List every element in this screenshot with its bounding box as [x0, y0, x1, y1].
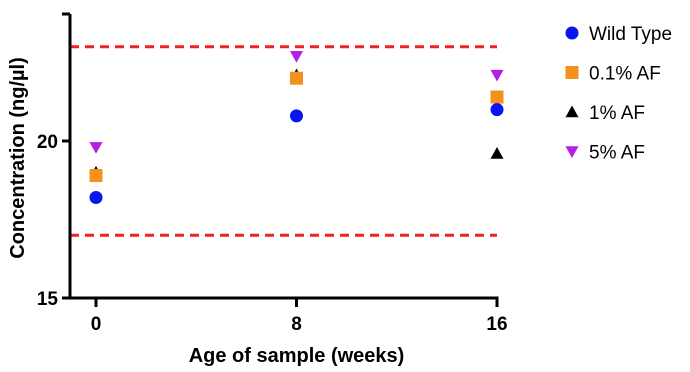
- point-circle-x16: [490, 103, 504, 117]
- legend-label: 5% AF: [589, 143, 645, 164]
- legend: Wild Type 0.1% AF 1% AF 5% AF: [565, 24, 672, 164]
- legend-marker-circle: [565, 26, 579, 40]
- axes: 15 20 0 8 16: [37, 12, 508, 335]
- point-circle-x8: [290, 109, 303, 123]
- legend-label: 1% AF: [589, 103, 645, 124]
- point-triangle-up-x16: [490, 147, 504, 159]
- y-axis-title: Concentration (ng/µl): [7, 57, 29, 259]
- point-square-x0: [89, 169, 103, 183]
- point-square-x16: [490, 90, 504, 104]
- point-triangle-down-x0: [89, 142, 103, 154]
- point-square-x8: [290, 71, 303, 85]
- reference-lines: [70, 45, 497, 237]
- point-triangle-down-x8: [290, 51, 303, 63]
- x-tick-label: 8: [291, 314, 302, 335]
- point-circle-x0: [89, 191, 103, 205]
- legend-marker-square: [565, 66, 579, 79]
- point-triangle-down-x16: [490, 69, 504, 82]
- data-points: [89, 51, 504, 205]
- legend-marker-triangle-down: [565, 146, 579, 158]
- x-tick-label: 0: [91, 314, 102, 335]
- x-axis-title: Age of sample (weeks): [189, 345, 405, 367]
- legend-label: 0.1% AF: [589, 64, 661, 85]
- y-tick-label: 15: [37, 289, 59, 310]
- legend-label: Wild Type: [589, 24, 672, 45]
- y-tick-label: 20: [37, 132, 58, 153]
- legend-marker-triangle-up: [565, 105, 579, 118]
- x-tick-label: 16: [486, 314, 507, 335]
